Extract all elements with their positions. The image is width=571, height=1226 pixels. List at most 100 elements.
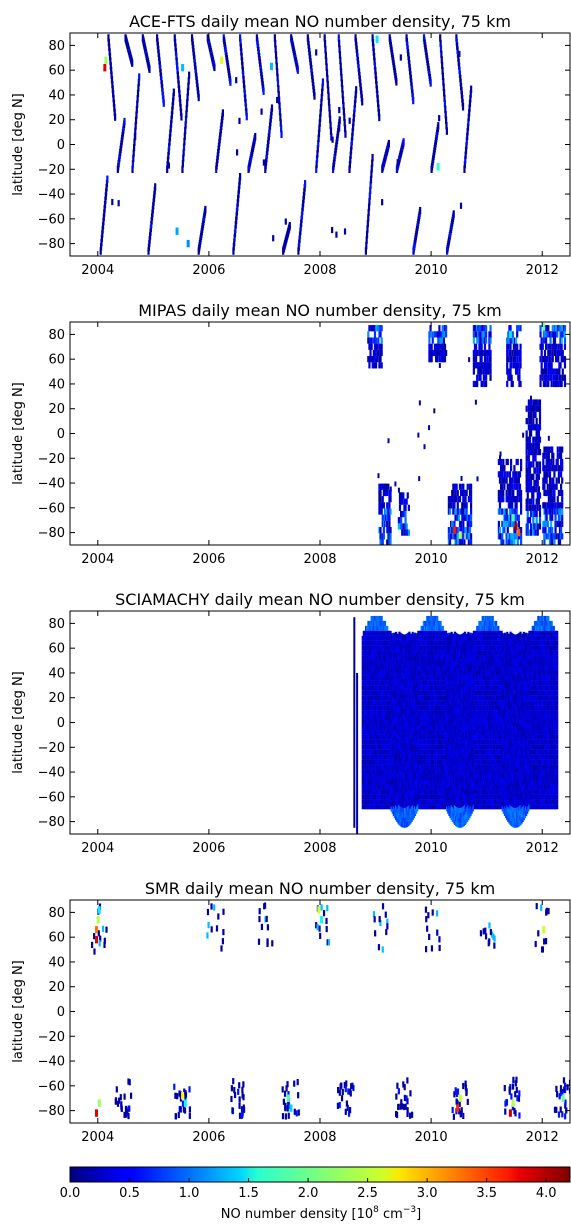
data-cell bbox=[517, 374, 520, 381]
data-cell bbox=[279, 119, 282, 127]
data-cell bbox=[393, 813, 397, 819]
data-cell bbox=[440, 331, 443, 338]
data-cell bbox=[420, 670, 423, 676]
data-cell bbox=[113, 108, 116, 117]
data-cell bbox=[388, 508, 391, 515]
data-cell bbox=[433, 754, 437, 760]
data-cell bbox=[416, 657, 419, 663]
data-cell bbox=[365, 635, 368, 641]
data-cell bbox=[413, 791, 417, 797]
data-cell bbox=[377, 779, 380, 785]
data-cell bbox=[552, 380, 555, 388]
data-cell bbox=[411, 780, 414, 786]
data-cell bbox=[372, 615, 375, 621]
data-cell bbox=[377, 635, 380, 641]
data-cell bbox=[396, 777, 399, 783]
data-cell bbox=[438, 670, 441, 676]
data-cell bbox=[399, 741, 402, 747]
data-cell bbox=[421, 764, 424, 770]
data-cell bbox=[405, 733, 408, 739]
data-cell bbox=[403, 684, 407, 690]
data-cell bbox=[443, 635, 447, 641]
data-cell bbox=[459, 78, 462, 87]
data-cell bbox=[396, 717, 399, 723]
data-cell bbox=[548, 533, 552, 540]
data-cell bbox=[388, 724, 391, 730]
data-cell bbox=[468, 104, 471, 112]
data-cell bbox=[147, 243, 151, 251]
data-cell bbox=[395, 785, 398, 791]
data-cell bbox=[402, 763, 405, 769]
data-cell bbox=[407, 662, 410, 668]
data-cell bbox=[413, 726, 417, 732]
data-cell bbox=[464, 508, 467, 515]
data-cell bbox=[528, 467, 532, 474]
data-cell bbox=[426, 754, 429, 760]
data-cell bbox=[375, 734, 378, 740]
data-cell bbox=[547, 458, 550, 466]
data-cell bbox=[395, 770, 398, 776]
data-cell bbox=[383, 640, 387, 646]
data-cell bbox=[406, 792, 409, 798]
data-cell bbox=[440, 690, 443, 696]
data-cell bbox=[390, 717, 393, 723]
data-cell bbox=[382, 514, 385, 521]
data-cell bbox=[431, 615, 434, 621]
data-cell bbox=[382, 715, 385, 721]
data-cell bbox=[240, 52, 243, 61]
data-cell bbox=[534, 448, 537, 456]
data-cell bbox=[412, 654, 415, 660]
data-cell bbox=[407, 712, 410, 718]
data-cell bbox=[432, 784, 435, 790]
data-cell bbox=[560, 527, 563, 534]
data-cell bbox=[400, 693, 403, 699]
data-cell bbox=[301, 207, 304, 216]
data-cell bbox=[419, 759, 422, 765]
data-cell bbox=[408, 740, 411, 746]
data-cell bbox=[398, 517, 402, 524]
data-cell bbox=[427, 769, 430, 775]
data-cell bbox=[429, 79, 432, 87]
data-cell bbox=[174, 43, 177, 51]
data-cell bbox=[467, 533, 470, 540]
data-cell bbox=[376, 620, 379, 626]
data-cell bbox=[372, 680, 375, 686]
data-cell bbox=[415, 650, 418, 656]
data-cell bbox=[389, 774, 392, 780]
data-cell bbox=[526, 523, 529, 530]
data-cell bbox=[382, 635, 385, 641]
data-cell bbox=[102, 213, 105, 221]
data-cell bbox=[373, 690, 377, 696]
data-cell bbox=[401, 812, 404, 818]
data-cell bbox=[382, 759, 385, 765]
data-cell bbox=[427, 754, 430, 760]
data-cell bbox=[428, 425, 431, 431]
data-cell bbox=[105, 179, 109, 188]
data-cell bbox=[390, 648, 393, 653]
data-cell bbox=[516, 349, 519, 357]
data-cell bbox=[427, 650, 430, 656]
data-cell bbox=[400, 717, 403, 723]
data-cell bbox=[417, 734, 420, 740]
data-cell bbox=[411, 711, 414, 717]
data-cell bbox=[536, 467, 539, 474]
data-cell bbox=[437, 640, 440, 646]
data-cell bbox=[477, 325, 480, 332]
data-cell bbox=[150, 217, 153, 225]
data-cell bbox=[377, 754, 380, 760]
data-cell bbox=[430, 620, 433, 626]
data-cell bbox=[437, 724, 440, 730]
data-cell bbox=[373, 343, 377, 350]
data-cell bbox=[415, 699, 418, 705]
data-cell bbox=[385, 635, 388, 641]
data-cell bbox=[410, 757, 413, 763]
data-cell bbox=[402, 654, 405, 660]
data-cell bbox=[152, 198, 155, 206]
data-cell bbox=[378, 331, 381, 338]
data-cell bbox=[343, 124, 347, 133]
data-cell bbox=[383, 675, 387, 681]
data-cell bbox=[382, 502, 385, 509]
data-cell bbox=[410, 816, 413, 822]
data-cell bbox=[173, 34, 176, 42]
y-tick-label: 40 bbox=[48, 88, 65, 103]
